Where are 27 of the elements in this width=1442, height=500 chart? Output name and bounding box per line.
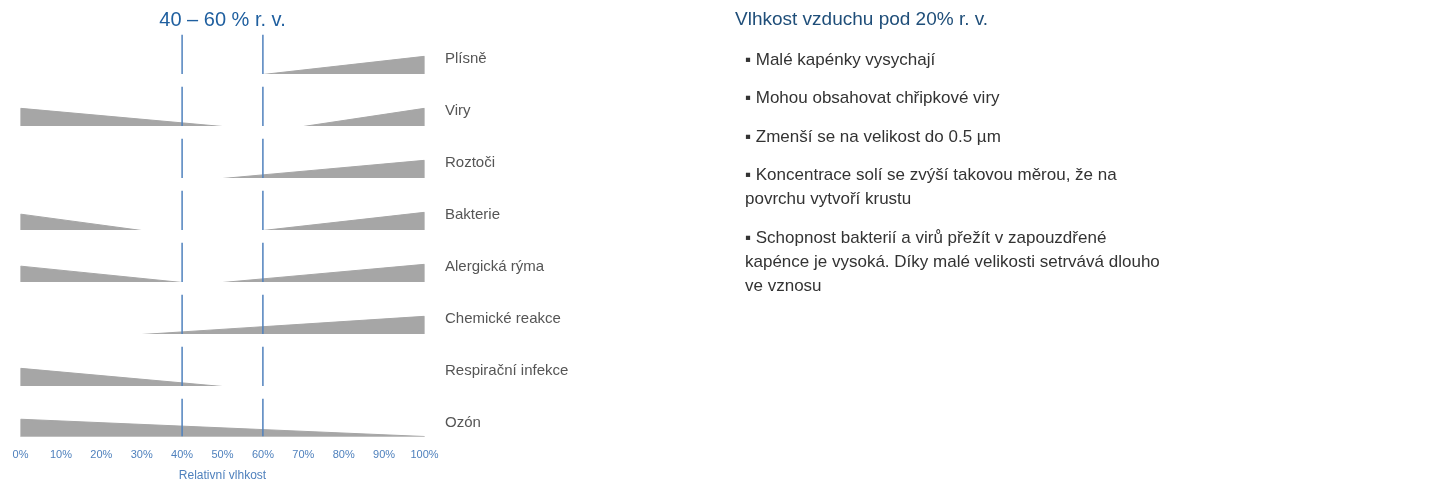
x-tick-label: 90% [373,447,396,460]
series-label: Bakterie [445,204,501,224]
x-tick-label: 0% [12,447,29,460]
series-label: Ozón [445,412,481,432]
x-tick-label: 40% [171,447,194,460]
x-tick-label: 20% [90,447,113,460]
text: Vlhkost vzduchu pod 20% r. v. [735,7,990,31]
series-label: Chemické reakce [445,308,561,328]
text: ▪ Schopnost bakterií a virů přežít v zapouzdřené kapénce je vysoká. Díky malé velikosti setrvává dlouho ve vznosu [745,226,1161,298]
x-tick-label: 100% [410,447,439,460]
x-tick-label: 80% [332,447,355,460]
text: ▪ Mohou obsahovat chřipkové viry [745,87,1001,110]
x-tick-label: 10% [49,447,73,460]
text: ▪ Zmenší se na velikost do 0.5 µm [745,125,1002,148]
x-tick-label: 70% [292,447,315,460]
x-tick-label: 30% [130,447,153,460]
series-label: Alergická rýma [445,256,545,276]
x-tick-label: 50% [211,447,234,460]
series-label: Viry [445,100,471,120]
series-label: Roztoči [445,152,496,172]
text: ▪ Malé kapénky vysychají [745,49,937,72]
series-label: Respirační infekce [445,360,569,380]
text: ▪ Koncentrace solí se zvýší takovou měrou, že na povrchu vytvoří krustu [745,164,1118,211]
x-tick-label: 60% [251,447,275,460]
x-axis-title: Relativní vlhkost [178,467,267,482]
series-label: Plísně [445,48,487,68]
chart-title: 40 – 60 % r. v. [159,7,286,30]
